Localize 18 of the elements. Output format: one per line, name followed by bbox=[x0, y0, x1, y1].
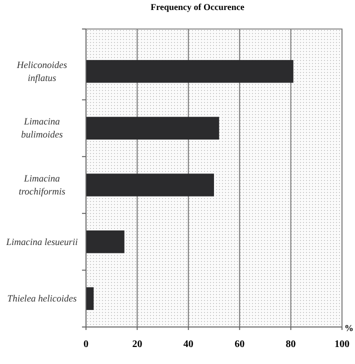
y-tick-label: Heliconoides inflatus bbox=[16, 60, 68, 84]
bar bbox=[86, 230, 124, 254]
y-tick-label: Limacina trochiformis bbox=[18, 174, 66, 198]
x-tick-label: 80 bbox=[286, 339, 296, 350]
x-axis-title: % bbox=[344, 323, 354, 333]
bar bbox=[86, 287, 94, 310]
bar bbox=[86, 174, 214, 196]
bar bbox=[86, 60, 294, 83]
bar bbox=[86, 116, 220, 140]
x-tick-label: 0 bbox=[84, 339, 88, 350]
x-tick-label: 40 bbox=[183, 339, 194, 350]
y-tick-label: Limacina bulimoides bbox=[21, 118, 64, 141]
x-tick-label: 20 bbox=[132, 339, 142, 350]
x-tick-label: 60 bbox=[234, 339, 245, 350]
chart-title: Frequency of Occurence bbox=[150, 2, 244, 12]
y-tick-label: Limacina lesueurii bbox=[5, 238, 78, 248]
y-tick-label: Thielea helicoides bbox=[7, 294, 77, 305]
x-tick-label: 100 bbox=[334, 339, 350, 350]
